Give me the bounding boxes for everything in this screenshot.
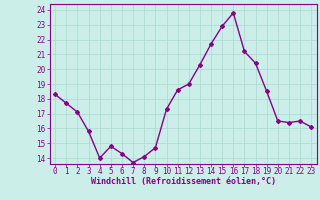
X-axis label: Windchill (Refroidissement éolien,°C): Windchill (Refroidissement éolien,°C) (91, 177, 276, 186)
